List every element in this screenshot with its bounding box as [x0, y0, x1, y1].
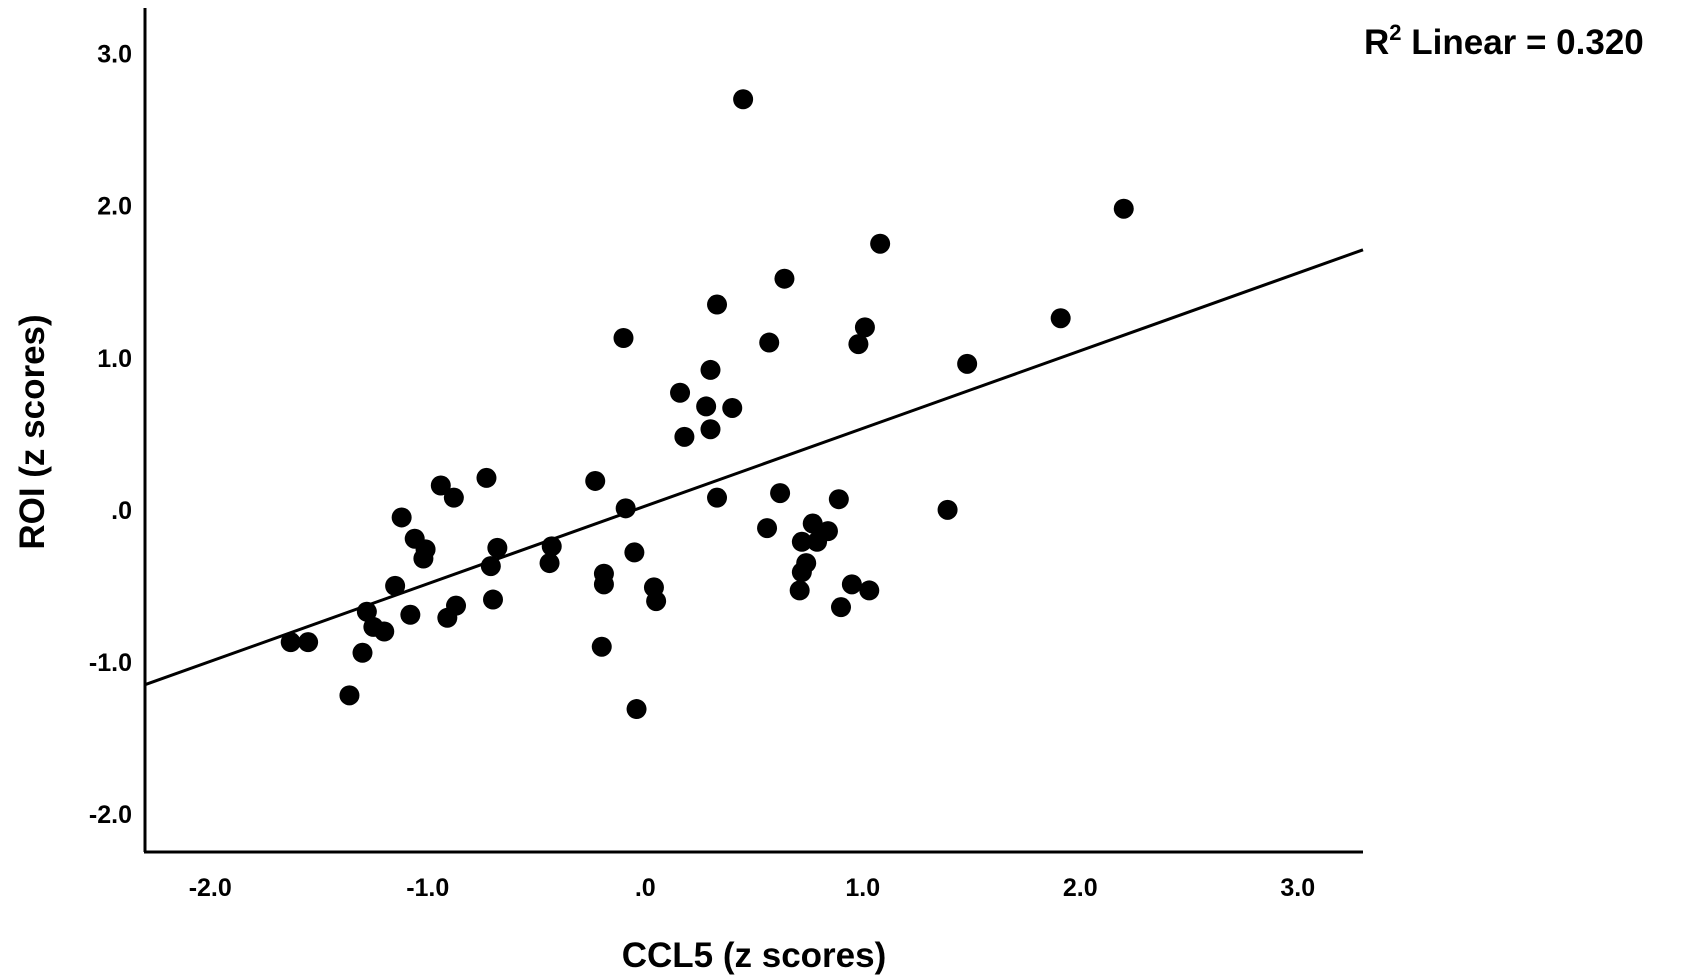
x-axis-title: CCL5 (z scores) — [622, 936, 887, 975]
data-point — [385, 575, 406, 596]
data-point — [483, 589, 503, 610]
fit-line — [144, 248, 1364, 687]
data-point — [674, 426, 695, 447]
r2-prefix: R — [1364, 23, 1389, 62]
y-tick-label: 2.0 — [97, 193, 132, 221]
data-point — [280, 632, 301, 653]
data-point — [870, 233, 891, 254]
data-point — [646, 591, 667, 612]
data-point — [859, 580, 880, 601]
data-point — [437, 607, 458, 628]
data-point — [626, 699, 647, 720]
data-point — [539, 553, 560, 574]
x-tick-label: 2.0 — [1063, 874, 1098, 902]
data-point — [733, 89, 754, 110]
data-point — [831, 597, 851, 618]
data-point — [356, 601, 377, 622]
data-point — [757, 518, 778, 539]
x-tick-labels: -2.0 -1.0 .0 1.0 2.0 3.0 — [189, 874, 1315, 902]
data-point — [443, 487, 464, 508]
data-point — [707, 294, 728, 315]
data-point — [1113, 198, 1134, 219]
y-axis-title: ROI (z scores) — [13, 314, 52, 549]
data-point — [828, 489, 849, 510]
data-point — [339, 685, 360, 706]
data-point — [480, 556, 501, 577]
x-tick-label: .0 — [635, 874, 656, 902]
data-point — [957, 353, 978, 374]
data-point — [1050, 308, 1071, 329]
data-point — [937, 499, 958, 520]
y-tick-label: .0 — [111, 497, 132, 525]
x-tick-label: -1.0 — [406, 874, 449, 902]
data-point — [298, 632, 319, 653]
r2-superscript: 2 — [1389, 20, 1401, 45]
data-point — [430, 475, 451, 496]
y-tick-label: 1.0 — [97, 345, 132, 373]
r2-annotation: R2 Linear = 0.320 — [1364, 20, 1644, 62]
data-point — [770, 483, 791, 504]
points-layer — [280, 89, 1134, 720]
x-tick-label: -2.0 — [189, 874, 232, 902]
data-point — [802, 513, 823, 534]
data-point — [722, 397, 743, 418]
x-tick-label: 1.0 — [845, 874, 880, 902]
y-tick-label: 3.0 — [97, 41, 132, 69]
data-point — [791, 562, 812, 583]
y-tick-label: -1.0 — [89, 649, 132, 677]
data-point — [374, 621, 395, 642]
data-point — [854, 317, 875, 338]
data-point — [791, 531, 812, 552]
axes-layer — [143, 8, 1363, 854]
data-point — [700, 359, 721, 380]
data-point — [707, 487, 728, 508]
data-point — [696, 396, 717, 417]
data-point — [352, 642, 373, 663]
y-tick-labels: -2.0 -1.0 .0 1.0 2.0 3.0 — [89, 41, 132, 829]
data-point — [670, 382, 691, 403]
data-point — [700, 419, 721, 440]
y-tick-label: -2.0 — [89, 801, 132, 829]
data-point — [624, 542, 645, 563]
r2-suffix: Linear = 0.320 — [1402, 23, 1644, 62]
x-tick-label: 3.0 — [1280, 874, 1315, 902]
data-point — [593, 574, 614, 595]
data-point — [541, 536, 562, 557]
data-point — [585, 470, 606, 491]
data-point — [391, 507, 412, 528]
data-point — [841, 574, 862, 595]
data-point — [591, 636, 612, 657]
data-point — [848, 334, 869, 355]
data-point — [807, 531, 828, 552]
data-point — [615, 498, 636, 519]
data-point — [759, 332, 780, 353]
data-point — [400, 604, 421, 625]
fit-line-layer — [144, 248, 1364, 687]
data-point — [613, 327, 634, 348]
data-point — [774, 268, 795, 289]
data-point — [789, 580, 810, 601]
data-point — [476, 467, 497, 488]
data-point — [413, 548, 434, 569]
data-point — [487, 537, 508, 558]
